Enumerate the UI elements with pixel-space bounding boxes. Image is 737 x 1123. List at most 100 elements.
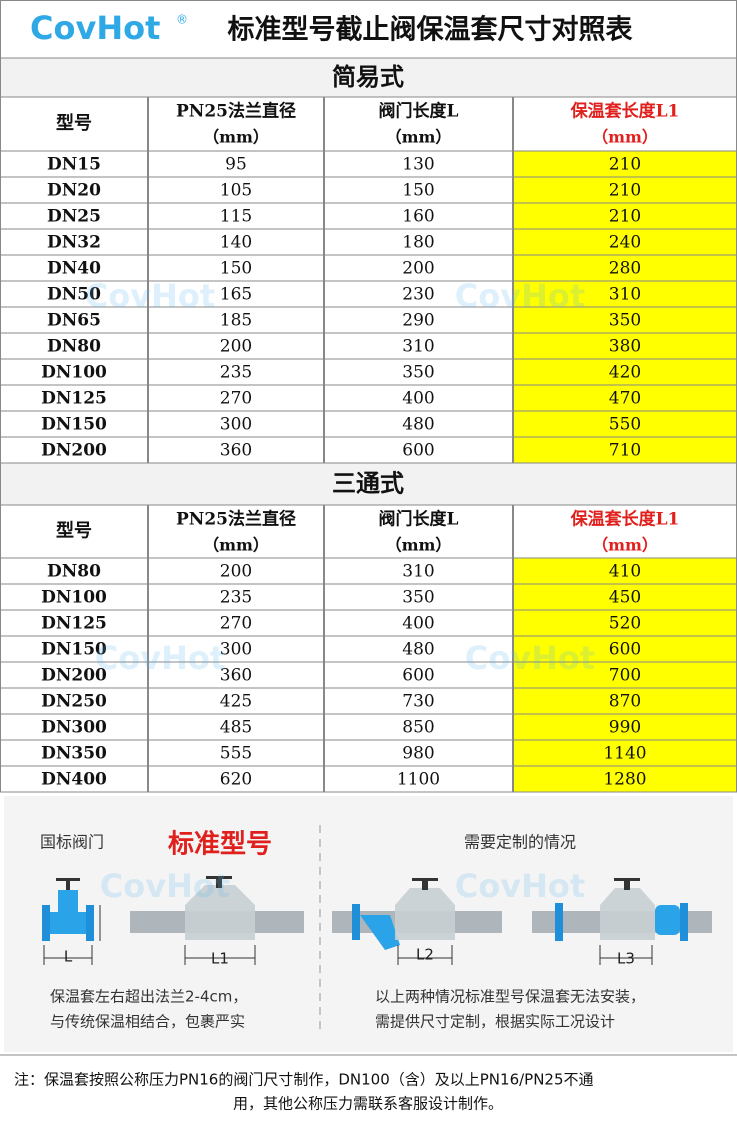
value-cell: 115 (220, 207, 252, 227)
value-cell: 150 (402, 181, 434, 201)
table-cell (513, 661, 737, 689)
value-cell: 200 (220, 562, 252, 582)
section-title-cell (0, 57, 737, 98)
table-cell (324, 765, 513, 793)
model-cell: DN100 (41, 588, 107, 608)
table-cell (148, 280, 324, 308)
table-cell (513, 176, 737, 204)
table-cell (513, 635, 737, 663)
table-cell (513, 410, 737, 438)
watermark: CovHot (465, 639, 595, 677)
column-header: 保温套长度L1 (570, 509, 680, 530)
value-cell: 290 (402, 311, 434, 331)
table-cell (324, 410, 513, 438)
table-cell (148, 202, 324, 230)
header-cell (0, 504, 148, 559)
table-cell (324, 557, 513, 585)
highlight-label: 标准型号 (168, 830, 272, 860)
value-cell: 420 (609, 363, 641, 383)
value-cell: 240 (609, 233, 641, 253)
model-cell: DN40 (47, 259, 101, 279)
dim-label: L (64, 948, 73, 966)
model-cell: DN400 (41, 770, 107, 790)
table-cell (0, 713, 148, 741)
table-cell (148, 150, 324, 178)
value-cell: 235 (220, 588, 252, 608)
dim-label: L3 (617, 950, 635, 968)
table-cell (148, 713, 324, 741)
column-unit: （mm） (386, 536, 452, 555)
model-cell: DN20 (47, 181, 101, 201)
value-cell: 730 (402, 692, 434, 712)
header-cell (513, 504, 737, 559)
value-cell: 480 (402, 415, 434, 435)
table-cell (148, 436, 324, 464)
page-title: 标准型号截止阀保温套尺寸对照表 (228, 15, 633, 46)
header-cell (0, 96, 148, 152)
table-cell (513, 557, 737, 585)
value-cell: 980 (402, 744, 434, 764)
value-cell: 485 (220, 718, 252, 738)
table-cell (324, 306, 513, 334)
model-cell: DN32 (47, 233, 101, 253)
value-cell: 350 (402, 588, 434, 608)
model-cell: DN80 (47, 337, 101, 357)
model-cell: DN150 (41, 640, 107, 660)
table-cell (513, 583, 737, 611)
table-cell (324, 436, 513, 464)
value-cell: 425 (220, 692, 252, 712)
value-cell: 210 (609, 207, 641, 227)
column-header: 阀门长度L (379, 101, 459, 122)
value-cell: 700 (609, 666, 641, 686)
value-cell: 1140 (603, 744, 646, 764)
table-cell (148, 661, 324, 689)
table-cell (0, 410, 148, 438)
value-cell: 600 (402, 441, 434, 461)
table-cell (513, 765, 737, 793)
value-cell: 230 (402, 285, 434, 305)
section-title: 简易式 (332, 62, 404, 91)
watermark: CovHot (455, 867, 585, 905)
table-cell (324, 713, 513, 741)
header-box (0, 0, 737, 59)
table-cell (0, 280, 148, 308)
value-cell: 270 (220, 389, 252, 409)
table-cell (324, 661, 513, 689)
table-cell (324, 150, 513, 178)
table-cell (513, 150, 737, 178)
table-cell (324, 280, 513, 308)
model-cell: DN50 (47, 285, 101, 305)
table-cell (148, 635, 324, 663)
value-cell: 185 (220, 311, 252, 331)
value-cell: 380 (609, 337, 641, 357)
value-cell: 850 (402, 718, 434, 738)
table-cell (0, 202, 148, 230)
table-cell (324, 254, 513, 282)
table-cell (0, 765, 148, 793)
value-cell: 280 (609, 259, 641, 279)
table-cell (0, 609, 148, 637)
valve-diagrams (42, 876, 712, 965)
caption: 以上两种情况标准型号保温套无法安装， (375, 988, 645, 1006)
note: 注：保温套按照公称压力PN16的阀门尺寸制作，DN100（含）及以上PN16/P… (14, 1071, 594, 1089)
model-cell: DN100 (41, 363, 107, 383)
model-cell: DN25 (47, 207, 101, 227)
value-cell: 470 (609, 389, 641, 409)
value-cell: 520 (609, 614, 641, 634)
value-cell: 180 (402, 233, 434, 253)
value-cell: 160 (402, 207, 434, 227)
value-cell: 480 (402, 640, 434, 660)
model-cell: DN125 (41, 389, 107, 409)
table-cell (324, 332, 513, 360)
value-cell: 310 (402, 562, 434, 582)
table-cell (148, 583, 324, 611)
table-cell (513, 306, 737, 334)
value-cell: 270 (220, 614, 252, 634)
column-header: PN25法兰直径 (176, 509, 296, 530)
model-cell: DN65 (47, 311, 101, 331)
table-cell (513, 202, 737, 230)
table-cell (324, 384, 513, 412)
table-cell (513, 436, 737, 464)
model-cell: DN200 (41, 666, 107, 686)
